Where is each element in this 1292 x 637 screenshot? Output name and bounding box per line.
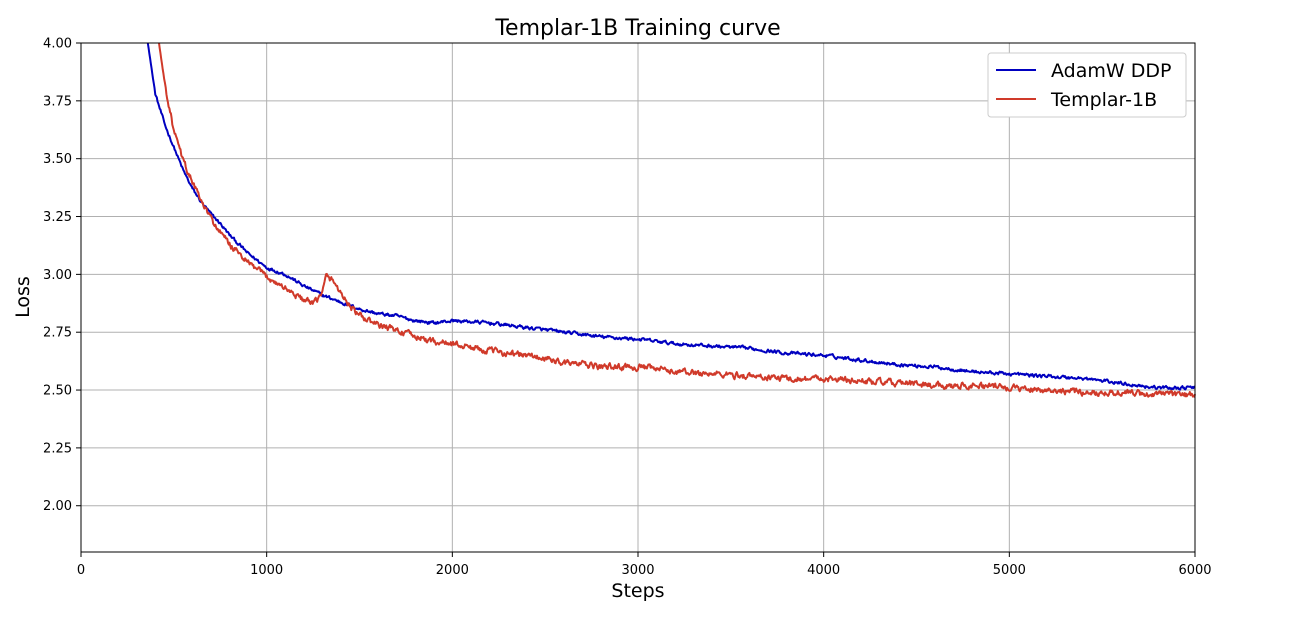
- legend-box: [987, 52, 1187, 118]
- x-tick-label: 5000: [993, 563, 1026, 578]
- legend-label-adamw-ddp: AdamW DDP: [1051, 60, 1171, 82]
- y-tick-label: 2.50: [43, 384, 72, 399]
- axis-ticks: 0 1000 2000 3000 4000 5000 6000 2.00 2.25 2.50 2.7…: [43, 37, 1212, 579]
- y-axis-title: Loss: [12, 276, 34, 318]
- y-tick-label: 3.50: [43, 152, 72, 167]
- series-lines: [146, 42, 1196, 398]
- legend-label-templar-1b: Templar-1B: [1050, 89, 1157, 111]
- y-tick-label: 2.25: [43, 441, 72, 456]
- x-tick-label: 4000: [807, 563, 840, 578]
- y-tick-label: 2.00: [43, 499, 72, 514]
- series-line-templar-1b: [158, 42, 1196, 398]
- y-tick-label: 3.75: [43, 94, 72, 109]
- chart-title: Templar-1B Training curve: [494, 16, 780, 41]
- y-tick-label: 4.00: [43, 37, 72, 52]
- legend: AdamW DDP Templar-1B: [987, 52, 1187, 118]
- x-axis-title: Steps: [611, 580, 664, 602]
- y-tick-label: 2.75: [43, 326, 72, 341]
- x-tick-label: 2000: [436, 563, 469, 578]
- x-tick-label: 6000: [1178, 563, 1211, 578]
- x-tick-label: 1000: [250, 563, 283, 578]
- series-line-adamw-ddp: [146, 42, 1196, 391]
- x-tick-label: 0: [77, 563, 85, 578]
- x-tick-label: 3000: [621, 563, 654, 578]
- y-tick-label: 3.00: [43, 268, 72, 283]
- y-tick-label: 3.25: [43, 210, 72, 225]
